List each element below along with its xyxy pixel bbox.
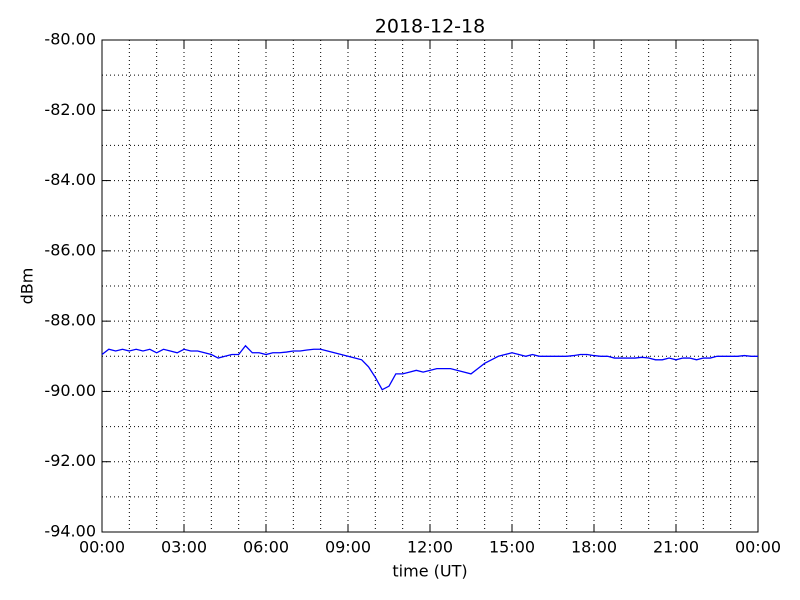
y-tick-label: -82.00 — [44, 100, 96, 119]
y-tick-label: -90.00 — [44, 381, 96, 400]
plot-frame — [101, 39, 759, 533]
y-tick-label: -84.00 — [44, 170, 96, 189]
chart-title: 2018-12-18 — [375, 16, 485, 38]
x-tick-label: 18:00 — [571, 538, 617, 557]
x-tick-label: 12:00 — [407, 538, 453, 557]
y-tick-label: -86.00 — [44, 240, 96, 259]
x-tick-label: 21:00 — [653, 538, 699, 557]
y-tick-label: -88.00 — [44, 311, 96, 330]
x-tick-label: 15:00 — [489, 538, 535, 557]
y-axis-label: dBm — [18, 268, 37, 305]
x-tick-label: 06:00 — [243, 538, 289, 557]
y-tick-label: -94.00 — [44, 522, 96, 541]
x-axis-label: time (UT) — [392, 562, 467, 581]
y-tick-label: -80.00 — [44, 30, 96, 49]
x-tick-label: 00:00 — [735, 538, 781, 557]
x-tick-label: 03:00 — [161, 538, 207, 557]
data-line — [101, 344, 758, 391]
x-tick-label: 09:00 — [325, 538, 371, 557]
y-tick-label: -92.00 — [44, 451, 96, 470]
x-tick-label: 00:00 — [79, 538, 125, 557]
